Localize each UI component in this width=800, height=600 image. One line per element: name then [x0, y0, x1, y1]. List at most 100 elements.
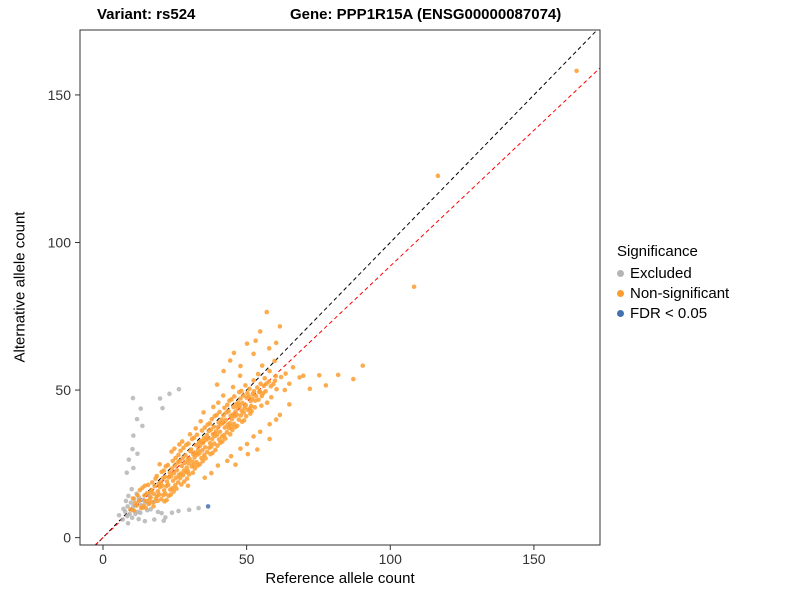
data-point: [136, 498, 142, 503]
data-point: [335, 372, 341, 378]
data-point: [222, 405, 227, 411]
data-point: [125, 520, 131, 526]
data-point: [130, 496, 136, 501]
data-point: [149, 480, 155, 485]
data-point: [124, 470, 130, 475]
x-tick-label: 50: [239, 551, 255, 567]
data-point: [125, 504, 130, 509]
data-point: [176, 508, 181, 514]
data-point: [181, 445, 186, 451]
data-point: [300, 373, 306, 379]
data-point: [251, 378, 256, 383]
data-point: [241, 418, 247, 423]
data-point: [123, 498, 129, 504]
data-point: [209, 470, 214, 476]
data-point: [224, 429, 230, 435]
data-point: [244, 441, 250, 447]
data-point: [229, 397, 234, 402]
data-point: [360, 363, 366, 368]
points-layer: [116, 68, 579, 526]
data-point: [165, 462, 171, 468]
panel-border: [79, 29, 601, 546]
data-point: [222, 425, 228, 430]
plot-panel: [80, 30, 600, 545]
data-point: [236, 417, 242, 422]
data-point: [129, 515, 135, 521]
data-point: [323, 383, 329, 388]
data-point: [176, 386, 182, 392]
data-point: [266, 346, 272, 351]
data-point: [169, 466, 175, 471]
data-point: [267, 368, 272, 374]
y-tick-label: 50: [55, 382, 71, 398]
data-point: [174, 486, 179, 491]
data-point: [187, 456, 192, 462]
data-point: [268, 394, 274, 400]
data-point: [316, 373, 322, 378]
data-point: [129, 486, 135, 492]
data-point: [227, 358, 233, 363]
y-axis-title: Alternative allele count: [11, 211, 29, 363]
data-point: [272, 378, 278, 384]
data-point: [122, 509, 128, 514]
data-point: [227, 432, 233, 437]
data-point: [163, 491, 168, 497]
data-point: [187, 432, 193, 437]
data-point: [255, 385, 260, 390]
identity-line: [95, 30, 598, 545]
data-point: [116, 512, 122, 518]
data-point: [134, 416, 140, 422]
data-point: [188, 447, 194, 452]
data-point: [214, 432, 220, 438]
data-point: [197, 450, 202, 456]
data-point: [156, 492, 162, 497]
data-point: [154, 473, 160, 479]
data-point: [193, 443, 199, 448]
data-point: [152, 483, 157, 489]
legend-label-non-significant: Non-significant: [630, 285, 730, 302]
data-point: [178, 448, 183, 454]
data-point: [160, 405, 165, 411]
data-point: [273, 340, 279, 346]
data-point: [182, 460, 187, 466]
data-point: [148, 495, 153, 500]
data-point: [135, 492, 140, 498]
legend-label-excluded: Excluded: [630, 265, 692, 282]
data-point: [131, 433, 136, 438]
legend-item-fdr: FDR < 0.05: [617, 305, 729, 322]
data-point: [217, 409, 222, 415]
data-point: [155, 509, 161, 515]
data-point: [146, 501, 152, 507]
data-point: [148, 507, 153, 512]
data-point: [238, 388, 244, 394]
data-point: [193, 426, 199, 431]
data-point: [241, 410, 247, 415]
data-point: [202, 445, 208, 450]
legend-dot-fdr: [617, 310, 624, 317]
data-point: [243, 402, 249, 408]
data-point: [157, 461, 162, 467]
data-point: [263, 388, 268, 394]
data-point: [574, 68, 579, 74]
x-axis-title: Reference allele count: [265, 570, 415, 587]
data-point: [217, 429, 223, 435]
data-point: [198, 418, 203, 424]
legend-item-non-significant: Non-significant: [617, 285, 729, 302]
data-point: [351, 376, 356, 382]
data-point: [220, 439, 225, 444]
data-point: [307, 386, 313, 392]
data-point: [211, 404, 216, 410]
data-point: [243, 413, 249, 419]
data-point: [259, 363, 265, 368]
data-point: [251, 434, 256, 439]
axis-ticks: 0 50 100 150 0 50 100 150: [48, 87, 546, 567]
y-tick-label: 150: [48, 87, 72, 103]
data-point: [168, 492, 174, 497]
data-point: [142, 518, 148, 524]
legend: Significance Excluded Non-significant FD…: [617, 243, 729, 325]
x-tick-label: 100: [379, 551, 403, 567]
data-point: [253, 393, 259, 399]
data-point: [220, 420, 226, 426]
legend-title: Significance: [617, 243, 698, 260]
y-tick-label: 0: [63, 530, 71, 546]
